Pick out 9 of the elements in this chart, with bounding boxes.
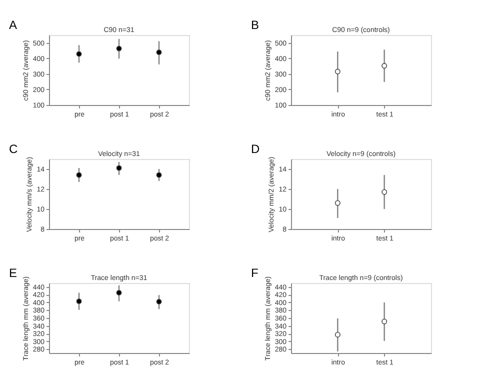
text: F bbox=[251, 266, 258, 280]
text: C bbox=[9, 142, 18, 156]
text: E bbox=[9, 266, 18, 280]
point bbox=[116, 290, 122, 296]
text: D bbox=[251, 142, 260, 156]
text: A bbox=[9, 18, 18, 32]
point bbox=[156, 298, 162, 304]
text: B bbox=[251, 18, 260, 32]
point bbox=[76, 298, 82, 304]
